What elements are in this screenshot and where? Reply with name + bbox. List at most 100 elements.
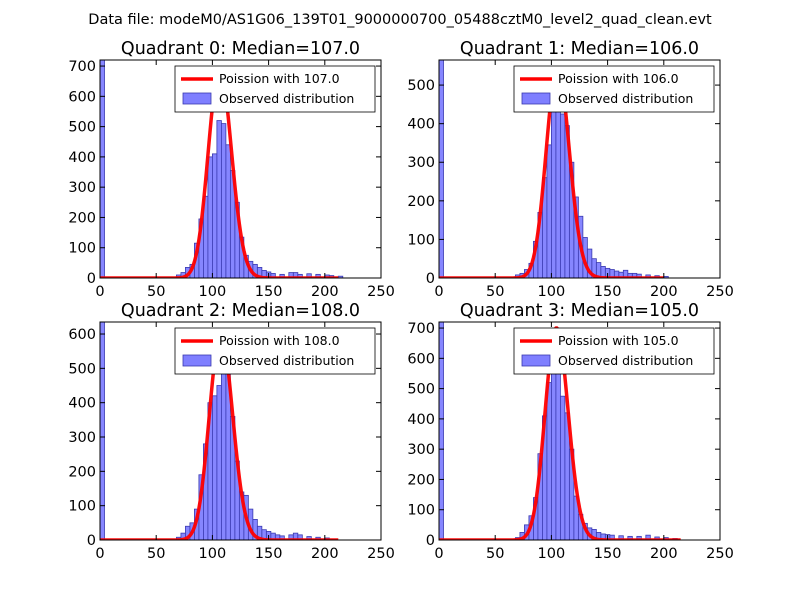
legend: Poission with 107.0 Observed distribution xyxy=(174,65,376,113)
y-tick-label: 100 xyxy=(407,503,435,519)
legend-label-poisson: Poission with 105.0 xyxy=(558,333,679,348)
histogram-bar xyxy=(559,113,566,278)
legend-label-poisson: Poission with 107.0 xyxy=(219,71,340,86)
subplot-title: Quadrant 3: Median=105.0 xyxy=(460,301,699,321)
y-tick-label: 400 xyxy=(68,396,96,412)
y-tick-label: 300 xyxy=(407,155,435,171)
histogram-bar xyxy=(297,273,303,278)
histogram-bar xyxy=(645,534,651,540)
x-tick-label: 250 xyxy=(367,284,395,300)
histogram-bar xyxy=(636,273,642,278)
y-tick-label: 200 xyxy=(407,194,435,210)
x-tick-label: 100 xyxy=(199,546,227,562)
histogram-bar xyxy=(270,273,276,278)
y-tick-label: 500 xyxy=(68,120,96,136)
suptitle: Data file: modeM0/AS1G06_139T01_90000007… xyxy=(88,12,712,28)
x-tick-label: 50 xyxy=(486,284,504,300)
x-tick-label: 200 xyxy=(650,284,678,300)
y-tick-label: 100 xyxy=(68,241,96,257)
x-tick-label: 0 xyxy=(95,546,104,562)
histogram-bar xyxy=(211,395,218,540)
y-tick-label: 0 xyxy=(87,533,96,549)
legend-bar-swatch xyxy=(182,92,212,105)
x-tick-label: 250 xyxy=(367,546,395,562)
histogram-bar xyxy=(100,60,105,278)
x-tick-label: 200 xyxy=(650,546,678,562)
y-tick-label: 300 xyxy=(407,442,435,458)
histogram-bar xyxy=(546,382,552,540)
histogram-bar xyxy=(439,322,444,540)
axes-frame xyxy=(438,59,721,279)
legend-bar-swatch xyxy=(521,92,551,105)
y-tick-label: 600 xyxy=(68,89,96,105)
histogram-bar xyxy=(559,395,566,540)
y-tick-label: 0 xyxy=(87,271,96,287)
y-tick-label: 0 xyxy=(426,533,435,549)
x-tick-label: 50 xyxy=(486,546,504,562)
legend-label-observed: Observed distribution xyxy=(219,353,354,368)
histogram-bar xyxy=(609,534,615,540)
histogram-bar xyxy=(100,322,105,540)
x-tick-label: 100 xyxy=(538,546,566,562)
subplot-title: Quadrant 2: Median=108.0 xyxy=(121,301,360,321)
legend-bar-swatch xyxy=(521,354,551,367)
y-tick-label: 400 xyxy=(407,412,435,428)
y-tick-label: 600 xyxy=(68,327,96,343)
y-tick-label: 500 xyxy=(407,382,435,398)
x-tick-label: 250 xyxy=(706,546,734,562)
x-tick-label: 100 xyxy=(199,284,227,300)
x-tick-label: 50 xyxy=(147,546,165,562)
y-tick-label: 200 xyxy=(407,472,435,488)
histogram-bar xyxy=(439,60,444,278)
x-tick-label: 150 xyxy=(594,546,622,562)
y-tick-label: 600 xyxy=(407,351,435,367)
subplot-title: Quadrant 1: Median=106.0 xyxy=(460,39,699,59)
histogram-bar xyxy=(220,123,227,278)
x-tick-label: 200 xyxy=(311,546,339,562)
x-tick-label: 200 xyxy=(311,284,339,300)
histogram-bar xyxy=(216,385,222,540)
legend: Poission with 106.0 Observed distribution xyxy=(513,65,715,113)
y-tick-label: 100 xyxy=(407,232,435,248)
histogram-bar xyxy=(297,534,303,540)
subplots-grid: Quadrant 0: Median=107.0 0 50 100 150 200 250 0… xyxy=(68,39,734,562)
y-tick-label: 300 xyxy=(68,180,96,196)
axes-frame xyxy=(99,321,382,541)
y-tick-label: 500 xyxy=(407,78,435,94)
histogram-bar xyxy=(220,347,227,540)
x-tick-label: 250 xyxy=(706,284,734,300)
x-tick-label: 150 xyxy=(255,546,283,562)
legend: Poission with 108.0 Observed distribution xyxy=(174,327,376,375)
subplot-quadrant-1: Quadrant 1: Median=106.0 0 50 100 150 200 250 0… xyxy=(407,39,734,300)
histogram-bar xyxy=(216,120,222,278)
legend-label-poisson: Poission with 108.0 xyxy=(219,333,340,348)
y-tick-label: 300 xyxy=(68,430,96,446)
histogram-bar xyxy=(225,144,231,278)
x-tick-label: 0 xyxy=(95,284,104,300)
x-tick-label: 100 xyxy=(538,284,566,300)
histogram-bar xyxy=(211,153,218,278)
x-tick-label: 0 xyxy=(434,284,443,300)
y-tick-label: 100 xyxy=(68,499,96,515)
y-tick-label: 0 xyxy=(426,271,435,287)
legend-label-observed: Observed distribution xyxy=(219,91,354,106)
x-tick-label: 150 xyxy=(594,284,622,300)
histogram-bar xyxy=(315,273,321,278)
legend-bar-swatch xyxy=(182,354,212,367)
subplot-title: Quadrant 0: Median=107.0 xyxy=(121,39,360,59)
y-tick-label: 200 xyxy=(68,210,96,226)
histogram-bar xyxy=(551,367,557,540)
legend-label-poisson: Poission with 106.0 xyxy=(558,71,679,86)
histogram-bar xyxy=(551,107,557,278)
y-tick-label: 400 xyxy=(68,150,96,166)
histogram-bar xyxy=(279,273,285,278)
histogram-bar xyxy=(546,144,552,278)
subplot-quadrant-0: Quadrant 0: Median=107.0 0 50 100 150 200 250 0… xyxy=(68,39,395,300)
subplot-quadrant-3: Quadrant 3: Median=105.0 0 50 100 150 200 250 0… xyxy=(407,301,734,562)
x-tick-label: 0 xyxy=(434,546,443,562)
subplot-quadrant-2: Quadrant 2: Median=108.0 0 50 100 150 200 250 0… xyxy=(68,301,395,562)
axes-frame xyxy=(438,321,721,541)
y-tick-label: 500 xyxy=(68,361,96,377)
y-tick-label: 700 xyxy=(407,321,435,337)
